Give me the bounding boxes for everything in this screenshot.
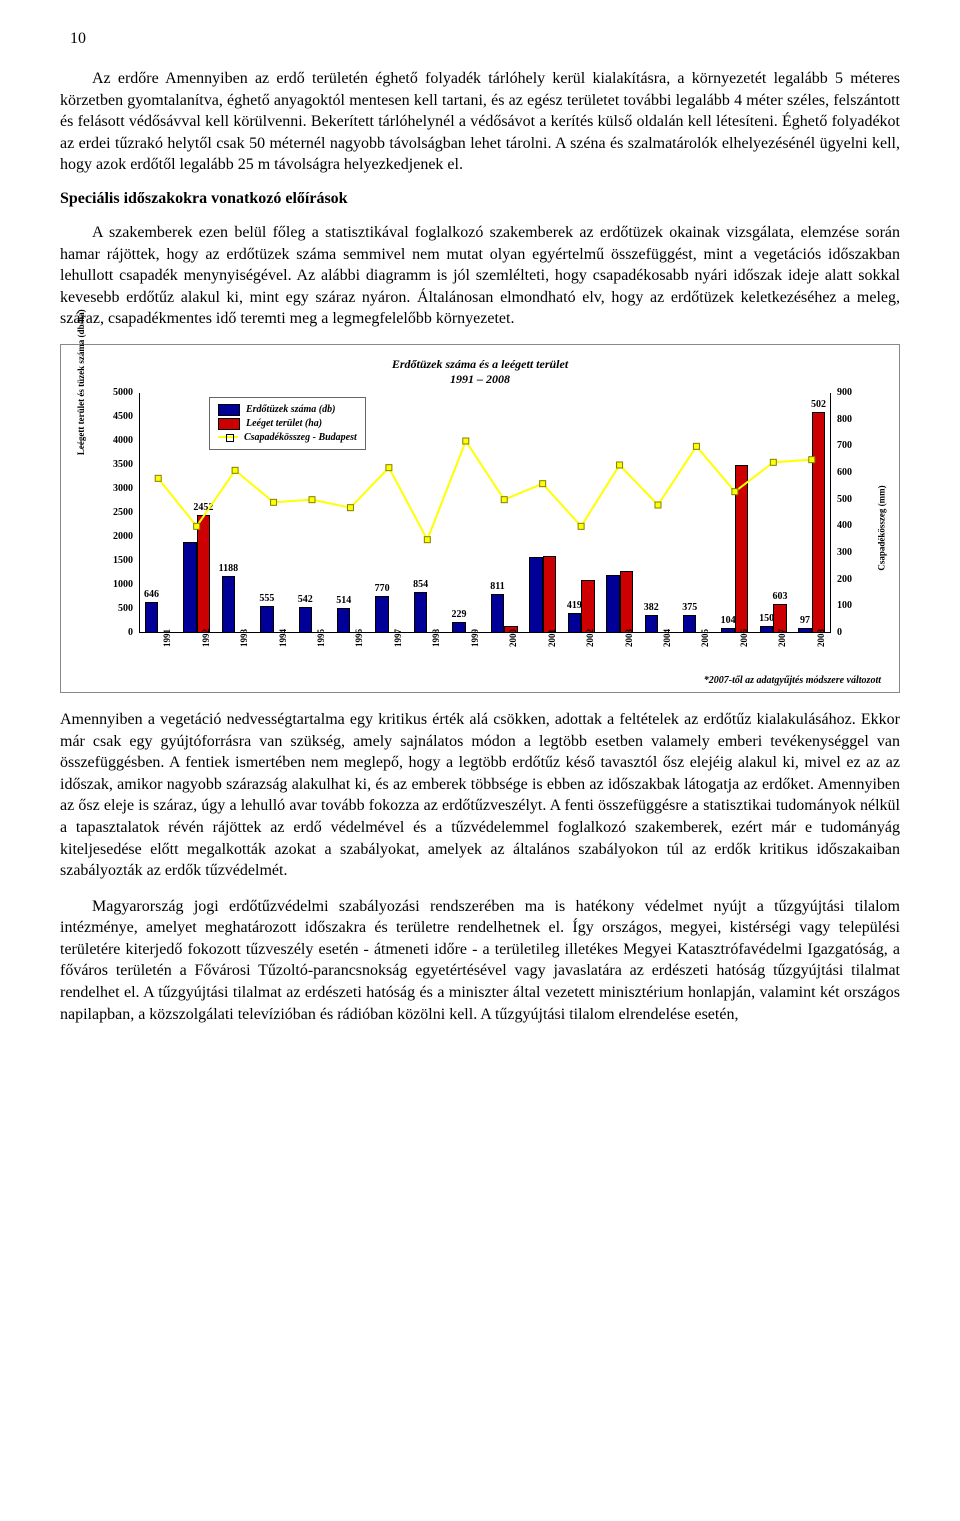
left-axis-label: Leégett terület és tüzek száma (db/ha) [76,309,86,455]
bar-count [260,606,273,633]
bar-value-label: 375 [676,602,704,613]
bar-count [683,615,696,633]
x-tick-label: 2003 [624,623,634,647]
bar-value-label: 1188 [214,563,242,574]
chart-container: Erdőtüzek száma és a leégett terület 199… [60,344,900,693]
paragraph-1: Az erdőre Amennyiben az erdő területén é… [60,68,900,176]
bar-count [760,626,773,633]
chart-footnote: *2007-től az adatgyűjtés módszere változ… [79,675,881,686]
bar-area-label: 2452 [189,502,217,513]
bar-count [529,557,542,633]
right-tick: 700 [837,440,871,451]
right-tick: 800 [837,414,871,425]
chart-title: Erdőtüzek száma és a leégett terület 199… [79,357,881,387]
x-tick-label: 1991 [162,623,172,647]
x-tick-label: 2000 [508,623,518,647]
right-tick: 300 [837,547,871,558]
x-tick-label: 2002 [585,623,595,647]
left-tick: 1000 [97,579,133,590]
x-tick-label: 2004 [662,623,672,647]
chart-plot-area: Leégett terület és tüzek száma (db/ha) C… [139,393,831,653]
bar-area [812,412,825,633]
bar-count [222,576,235,633]
bar-value-label: 514 [330,595,358,606]
bar-count [337,608,350,633]
bar-value-label: 811 [483,581,511,592]
left-tick: 0 [97,627,133,638]
paragraph-3: Amennyiben a vegetáció nedvességtartalma… [60,709,900,882]
paragraph-4: Magyarország jogi erdőtűzvédelmi szabály… [60,896,900,1026]
left-tick: 4000 [97,435,133,446]
right-tick: 900 [837,387,871,398]
bar-count [452,622,465,633]
bar-area [543,556,556,633]
x-tick-label: 1992 [201,623,211,647]
bar-value-label: 419 [560,600,588,611]
bar-value-label: 646 [137,589,165,600]
section-heading: Speciális időszakokra vonatkozó előíráso… [60,190,900,208]
bar-value-label: 542 [291,594,319,605]
bar-count [798,628,811,633]
bar-area-label: 502 [805,399,833,410]
bar-value-label: 854 [407,579,435,590]
x-tick-label: 2001 [547,623,557,647]
bar-value-label: 555 [253,593,281,604]
bar-area-label: 603 [766,591,794,602]
x-tick-label: 1996 [354,623,364,647]
bar-count [183,542,196,633]
chart-legend: Erdőtüzek száma (db) Leéget terület (ha)… [209,397,366,450]
left-tick: 500 [97,603,133,614]
left-tick: 3500 [97,459,133,470]
x-tick-label: 1995 [316,623,326,647]
bar-count [414,592,427,633]
x-tick-label: 1994 [278,623,288,647]
page-number: 10 [70,30,900,48]
x-tick-label: 2005 [700,623,710,647]
bar-count [645,615,658,633]
bar-count [606,575,619,633]
bar-value-label: 104 [714,615,742,626]
bar-count [145,602,158,633]
right-tick: 100 [837,600,871,611]
left-tick: 1500 [97,555,133,566]
left-tick: 4500 [97,411,133,422]
bar-count [375,596,388,633]
bar-value-label: 97 [791,615,819,626]
left-tick: 3000 [97,483,133,494]
left-tick: 5000 [97,387,133,398]
right-tick: 400 [837,520,871,531]
bar-count [721,628,734,633]
x-tick-label: 1997 [393,623,403,647]
right-axis-label: Csapadékösszeg (mm) [876,485,886,570]
right-tick: 0 [837,627,871,638]
x-tick-label: 1993 [239,623,249,647]
x-tick-label: 1998 [431,623,441,647]
bar-value-label: 382 [637,602,665,613]
x-tick-label: 2006 [739,623,749,647]
right-tick: 600 [837,467,871,478]
bar-value-label: 229 [445,609,473,620]
x-tick-label: 2008 [816,623,826,647]
bar-area [735,465,748,633]
left-tick: 2000 [97,531,133,542]
right-tick: 500 [837,494,871,505]
bar-count [491,594,504,633]
bar-count [299,607,312,633]
bar-area [197,515,210,633]
left-tick: 2500 [97,507,133,518]
x-tick-label: 2007 [777,623,787,647]
right-tick: 200 [837,574,871,585]
x-tick-label: 1999 [470,623,480,647]
paragraph-2: A szakemberek ezen belül főleg a statisz… [60,222,900,330]
bar-value-label: 770 [368,583,396,594]
bar-count [568,613,581,633]
